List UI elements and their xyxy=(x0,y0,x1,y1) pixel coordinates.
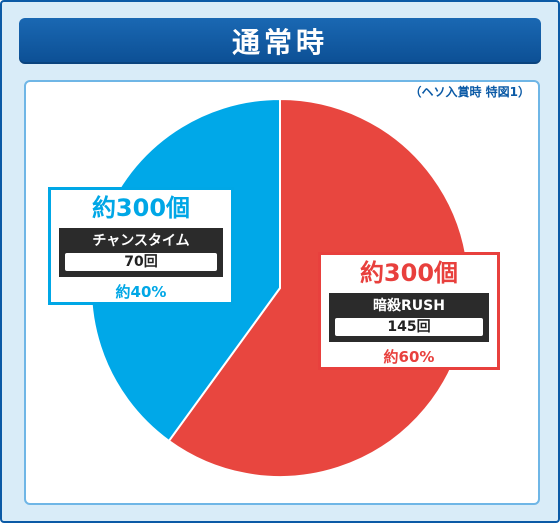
slice-amount: 約300個 xyxy=(91,194,191,222)
slice-mode-bar: 暗殺RUSH 145回 xyxy=(329,293,489,342)
slice-count: 145回 xyxy=(335,318,483,336)
slice-mode-name: 暗殺RUSH xyxy=(373,298,445,314)
slice-mode-name: チャンスタイム xyxy=(92,233,190,249)
slice-amount: 約300個 xyxy=(359,259,459,287)
chart-note: （ヘソ入賞時 特図1） xyxy=(409,85,530,99)
slice-percent: 約60% xyxy=(383,348,435,366)
slice-label-ansatsu-rush: 約300個 暗殺RUSH 145回 約60% xyxy=(318,252,500,370)
slice-mode-bar: チャンスタイム 70回 xyxy=(59,228,223,277)
slice-count: 70回 xyxy=(65,253,217,271)
page-title: 通常時 xyxy=(19,18,541,64)
slice-percent: 約40% xyxy=(115,283,167,301)
slice-label-chance-time: 約300個 チャンスタイム 70回 約40% xyxy=(48,187,234,305)
